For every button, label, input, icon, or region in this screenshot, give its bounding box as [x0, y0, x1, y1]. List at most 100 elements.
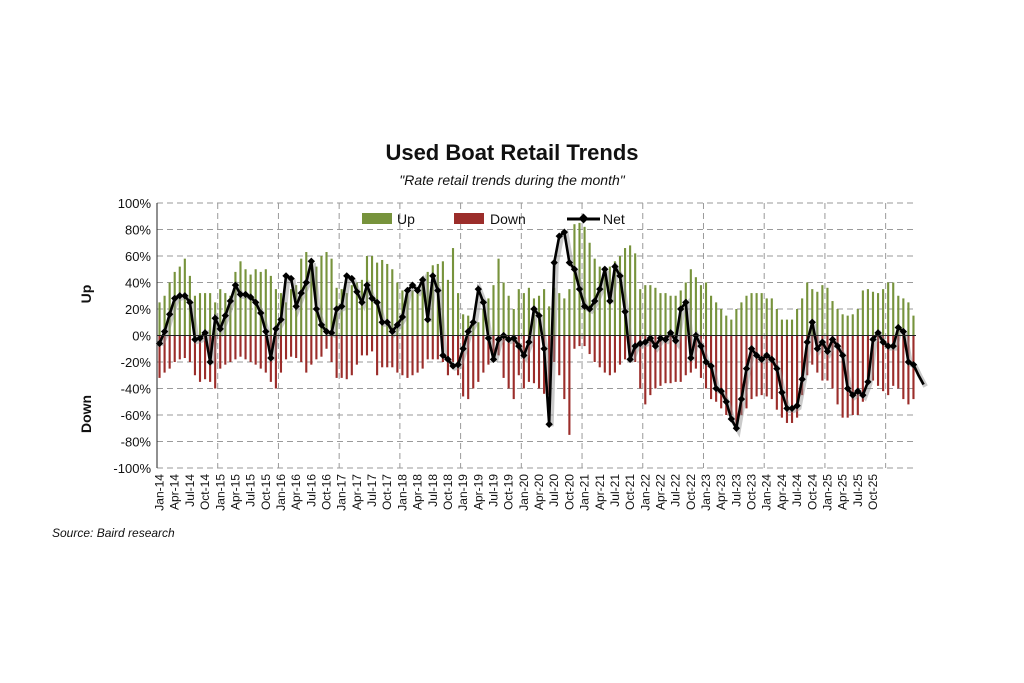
x-tick-label: Jul-24 [790, 474, 804, 507]
net-point [525, 338, 533, 346]
bar-down [801, 335, 804, 396]
bar-down [219, 335, 222, 369]
x-tick-label: Oct-14 [198, 474, 212, 510]
net-point [383, 318, 391, 326]
net-point [191, 335, 199, 344]
bar-down [214, 335, 217, 389]
bar-up [502, 282, 505, 336]
x-tick-label: Jul-20 [547, 474, 561, 507]
bar-up [720, 309, 723, 336]
bar-down [699, 335, 703, 378]
bar-down [785, 335, 789, 423]
net-point [504, 335, 513, 344]
x-tick-label: Jan-25 [820, 474, 834, 511]
bar-up [618, 256, 622, 336]
net-point [879, 338, 887, 346]
bar-down [548, 335, 551, 396]
bar-up [644, 285, 647, 336]
legend-label-down: Down [490, 211, 526, 227]
net-point [171, 294, 179, 303]
bar-up [244, 269, 247, 336]
bar-down [851, 335, 854, 415]
net-point [656, 334, 665, 342]
x-tick-label: Jan-16 [274, 474, 288, 511]
x-tick-label: Apr-21 [593, 474, 607, 510]
bar-up [704, 282, 708, 336]
bar-up [229, 295, 232, 336]
bar-up [654, 287, 657, 336]
bar-up [603, 271, 606, 336]
bar-down [163, 335, 166, 373]
x-tick-label: Oct-25 [866, 474, 880, 510]
bar-up [902, 298, 905, 336]
bar-down [522, 335, 525, 389]
bar-up [588, 242, 591, 336]
net-point [292, 302, 300, 311]
net-point [894, 323, 902, 332]
net-point [216, 325, 224, 333]
net-point [778, 388, 786, 397]
bar-up [710, 295, 713, 336]
net-point [641, 338, 649, 346]
x-tick-label: Apr-22 [653, 474, 667, 510]
bar-down [892, 335, 895, 386]
bar-up [522, 293, 525, 336]
bar-down [381, 335, 384, 368]
x-tick-label: Jul-19 [486, 474, 500, 507]
bar-up [457, 293, 460, 336]
bar-up [381, 259, 384, 336]
net-point [221, 311, 229, 320]
x-tick-label: Apr-18 [411, 474, 425, 510]
bar-down [234, 335, 237, 360]
net-point [449, 362, 457, 370]
net-point [262, 327, 270, 336]
bar-up [851, 314, 854, 336]
bar-up [406, 293, 409, 336]
bar-down [391, 335, 394, 368]
bar-down [183, 335, 186, 359]
bar-up [613, 261, 616, 336]
bar-down [527, 335, 530, 382]
legend-swatch-up [362, 213, 392, 224]
bar-down [553, 335, 556, 362]
net-point [828, 335, 837, 344]
net-point [312, 305, 321, 313]
bar-down [715, 335, 718, 402]
net-point [677, 305, 685, 313]
bar-down [330, 335, 333, 362]
y-tick-label: -20% [121, 355, 152, 370]
bar-down [411, 335, 414, 376]
net-point [515, 342, 523, 350]
bar-down [730, 335, 733, 415]
net-point [343, 272, 351, 280]
bar-down [826, 335, 829, 381]
bar-up [284, 302, 288, 336]
bar-down [583, 335, 586, 347]
net-point [838, 351, 847, 360]
bar-down [882, 335, 885, 392]
bar-down [806, 335, 809, 376]
bar-up [421, 285, 424, 336]
x-tick-label: Oct-18 [441, 474, 455, 510]
net-point [611, 262, 619, 271]
bar-down [573, 335, 576, 349]
bar-down [259, 335, 262, 369]
bar-down [229, 335, 232, 362]
x-tick-label: Apr-17 [350, 474, 364, 510]
bar-up [836, 309, 839, 336]
net-point [226, 297, 235, 305]
net-point [793, 402, 801, 410]
net-point [818, 338, 827, 346]
x-tick-label: Jul-25 [851, 474, 865, 507]
bar-up [492, 285, 495, 336]
net-point [707, 362, 715, 370]
net-point [413, 286, 422, 295]
net-point [439, 351, 447, 360]
bar-up [745, 295, 748, 336]
net-point [530, 305, 538, 313]
x-tick-label: Oct-24 [805, 474, 819, 510]
bar-up [320, 256, 323, 336]
y-tick-label: 20% [125, 302, 151, 317]
bar-down [846, 335, 849, 418]
bar-up [866, 289, 869, 336]
